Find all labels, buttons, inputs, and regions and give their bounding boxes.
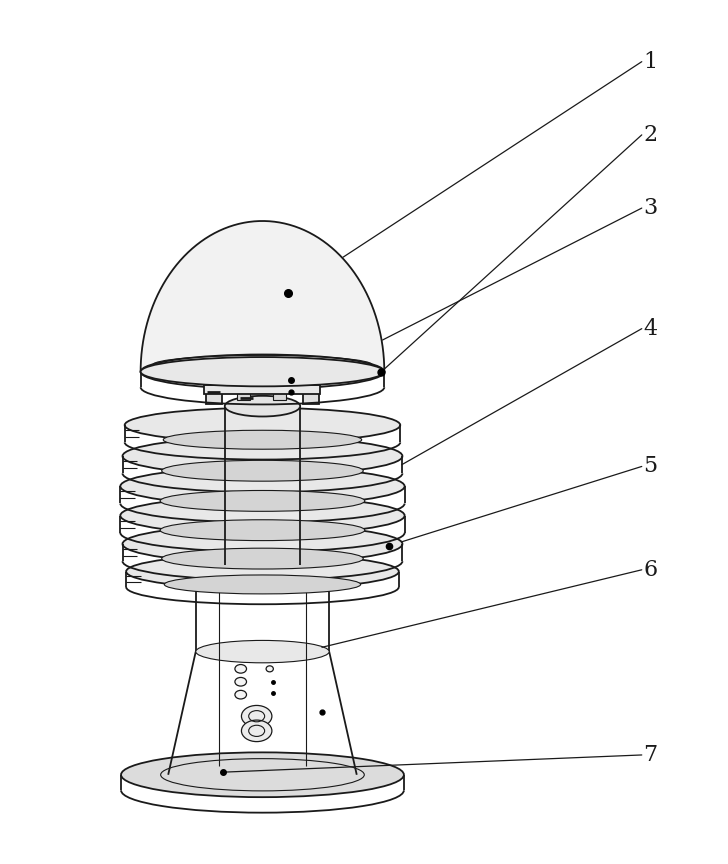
Ellipse shape [126,555,399,588]
Ellipse shape [165,575,360,594]
Ellipse shape [242,705,272,727]
Ellipse shape [124,408,400,442]
Ellipse shape [121,753,404,797]
Ellipse shape [225,396,300,416]
Text: 5: 5 [644,455,657,478]
Text: 2: 2 [644,124,657,146]
Ellipse shape [120,467,405,505]
FancyBboxPatch shape [272,388,285,400]
FancyBboxPatch shape [205,385,320,394]
Text: 4: 4 [644,318,657,340]
Ellipse shape [162,548,363,569]
Ellipse shape [235,664,247,673]
Text: 3: 3 [644,197,657,219]
Ellipse shape [141,357,384,386]
Ellipse shape [242,720,272,741]
Ellipse shape [122,437,403,475]
Ellipse shape [196,554,329,577]
Text: 7: 7 [644,744,657,766]
Ellipse shape [160,491,365,511]
FancyBboxPatch shape [303,387,319,404]
Ellipse shape [235,677,247,686]
Ellipse shape [122,525,403,563]
Ellipse shape [160,520,365,541]
Text: 6: 6 [644,559,657,581]
FancyBboxPatch shape [237,388,250,400]
Polygon shape [141,221,384,372]
Ellipse shape [163,430,362,449]
Ellipse shape [162,461,363,481]
Ellipse shape [196,640,329,663]
Ellipse shape [141,354,384,389]
Ellipse shape [266,666,273,672]
Ellipse shape [235,690,247,699]
Text: 1: 1 [644,51,657,73]
FancyBboxPatch shape [206,387,222,404]
Ellipse shape [120,497,405,535]
